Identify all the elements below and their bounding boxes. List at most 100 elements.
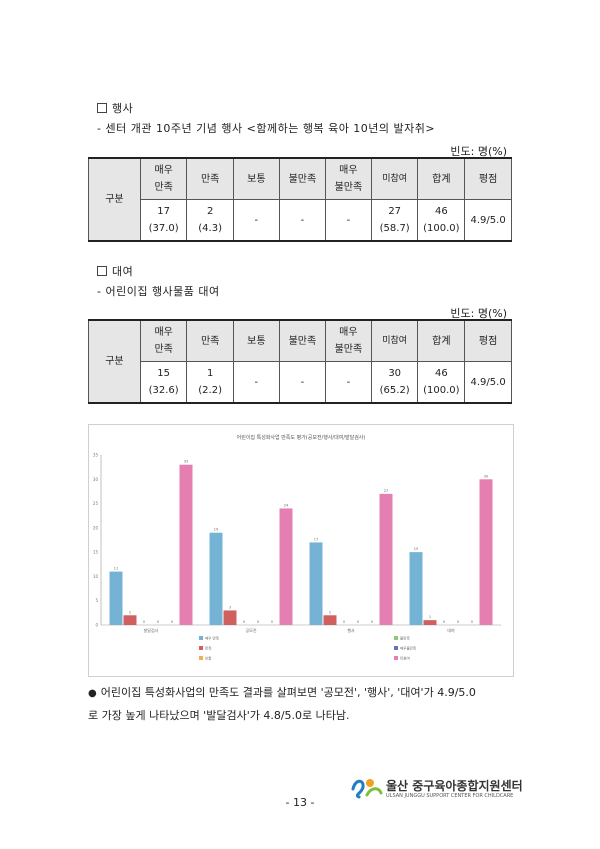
header-neutral: 보통 — [232, 319, 280, 362]
header-total: 합계 — [417, 157, 466, 200]
legend-label: 미참여 — [400, 656, 410, 661]
bar-대여-미참여 — [479, 479, 493, 625]
legend-label: 매우불만족 — [400, 646, 417, 651]
header-group: 구분 — [88, 319, 141, 404]
bar-value-label: 33 — [184, 460, 188, 464]
y-tick-label: 15 — [93, 550, 99, 555]
section-heading-label: 행사 — [112, 102, 134, 115]
legend-swatch — [394, 646, 398, 650]
header-dissatisfied: 불만족 — [278, 319, 326, 362]
y-tick-label: 10 — [93, 574, 99, 579]
bar-value-label: 0 — [143, 620, 145, 624]
legend-swatch — [394, 656, 398, 660]
y-tick-label: 30 — [93, 477, 99, 482]
cell-no-participation: 27 (58.7) — [370, 199, 419, 242]
bar-value-label: 2 — [329, 610, 331, 614]
bar-value-label: 1 — [429, 615, 431, 619]
cell-very-satisfied: 15 (32.6) — [139, 361, 188, 404]
bar-대여-매우 만족 — [409, 552, 423, 625]
bar-발달검사-매우 만족 — [109, 571, 123, 625]
bar-value-label: 0 — [257, 620, 259, 624]
bullet-icon: ● — [88, 688, 97, 699]
section-description: - 어린이집 행사물품 대여 — [97, 285, 220, 298]
bar-value-label: 15 — [414, 547, 418, 551]
cell-neutral: - — [232, 361, 280, 404]
summary-line-1: ● 어린이집 특성화사업의 만족도 결과를 살펴보면 '공모전', '행사', '… — [88, 686, 476, 699]
cell-very-dissatisfied: - — [324, 199, 372, 242]
cell-very-satisfied: 17 (37.0) — [139, 199, 188, 242]
bar-value-label: 17 — [314, 537, 318, 541]
bar-발달검사-만족 — [123, 615, 137, 625]
cell-very-dissatisfied: - — [324, 361, 372, 404]
bar-공모전-매우 만족 — [209, 532, 223, 625]
legend-label: 보통 — [205, 656, 212, 661]
header-dissatisfied: 불만족 — [278, 157, 326, 200]
bar-행사-매우 만족 — [309, 542, 323, 625]
legend-label: 불만족 — [400, 636, 410, 641]
bar-value-label: 0 — [271, 620, 273, 624]
header-group: 구분 — [88, 157, 141, 242]
org-name: 울산 중구육아종합지원센터 — [386, 779, 523, 793]
header-score: 평점 — [464, 157, 512, 200]
cell-total: 46 (100.0) — [417, 199, 466, 242]
bar-value-label: 0 — [157, 620, 159, 624]
satisfaction-chart-frame: 어린이집 특성화사업 만족도 평가(공모전/행사/대여/발달검사) 0 5 10 15… — [88, 424, 514, 677]
cell-total: 46 (100.0) — [417, 361, 466, 404]
header-very-dissatisfied: 매우 불만족 — [324, 157, 372, 200]
bar-value-label: 19 — [214, 528, 218, 532]
satisfaction-bar-chart: 어린이집 특성화사업 만족도 평가(공모전/행사/대여/발달검사) 051015… — [93, 434, 501, 661]
section-heading-event: 행사 — [97, 100, 133, 116]
x-tick-label: 행사 — [347, 627, 355, 633]
y-tick-label: 5 — [95, 598, 98, 603]
bar-value-label: 30 — [484, 474, 488, 478]
bar-공모전-미참여 — [279, 508, 293, 625]
checkbox-square-icon — [97, 103, 107, 113]
cell-no-participation: 30 (65.2) — [370, 361, 419, 404]
y-tick-label: 35 — [93, 453, 99, 458]
section-heading-rental: 대여 — [97, 263, 133, 279]
header-very-dissatisfied: 매우 불만족 — [324, 319, 372, 362]
header-no-participation: 미참여 — [370, 319, 419, 362]
satisfaction-table-rental: 구분 매우 만족 만족 보통 불만족 매우 불만족 미참여 합계 평점 15 (32.… — [88, 319, 512, 404]
y-tick-label: 0 — [95, 623, 98, 628]
bar-value-label: 0 — [243, 620, 245, 624]
x-tick-label: 대여 — [447, 627, 455, 633]
header-neutral: 보통 — [232, 157, 280, 200]
bar-value-label: 0 — [443, 620, 445, 624]
bar-공모전-만족 — [223, 610, 237, 625]
bar-value-label: 27 — [384, 489, 388, 493]
bar-value-label: 2 — [129, 610, 131, 614]
cell-score: 4.9/5.0 — [464, 361, 512, 404]
bar-행사-만족 — [323, 615, 337, 625]
legend-swatch — [199, 656, 203, 660]
cell-satisfied: 2 (4.3) — [186, 199, 234, 242]
page-number: - 13 - — [285, 796, 315, 809]
legend-label: 매우 만족 — [205, 636, 220, 641]
bar-대여-만족 — [423, 620, 437, 625]
legend-label: 만족 — [205, 646, 212, 651]
y-tick-label: 20 — [93, 525, 99, 530]
section-description: - 센터 개관 10주년 기념 행사 <함께하는 행복 육아 10년의 발자취> — [97, 122, 436, 135]
org-name-en: ULSAN JUNGGU SUPPORT CENTER FOR CHILDCAR… — [386, 793, 514, 799]
checkbox-square-icon — [97, 266, 107, 276]
bar-value-label: 0 — [371, 620, 373, 624]
cell-neutral: - — [232, 199, 280, 242]
bar-value-label: 0 — [171, 620, 173, 624]
cell-dissatisfied: - — [278, 199, 326, 242]
center-logo-icon — [350, 775, 384, 799]
header-no-participation: 미참여 — [370, 157, 419, 200]
header-satisfied: 만족 — [186, 319, 234, 362]
header-score: 평점 — [464, 319, 512, 362]
bar-value-label: 3 — [229, 605, 231, 609]
bar-value-label: 11 — [114, 567, 118, 571]
cell-satisfied: 1 (2.2) — [186, 361, 234, 404]
legend-swatch — [394, 636, 398, 640]
header-satisfied: 만족 — [186, 157, 234, 200]
y-tick-label: 25 — [93, 501, 99, 506]
x-tick-label: 공모전 — [245, 627, 256, 633]
bar-value-label: 0 — [343, 620, 345, 624]
summary-line-2: 로 가장 높게 나타났으며 '발달검사'가 4.8/5.0로 나타남. — [88, 709, 350, 722]
unit-label: 빈도: 명(%) — [450, 307, 507, 320]
chart-title: 어린이집 특성화사업 만족도 평가(공모전/행사/대여/발달검사) — [237, 434, 366, 441]
bar-value-label: 24 — [284, 503, 289, 507]
